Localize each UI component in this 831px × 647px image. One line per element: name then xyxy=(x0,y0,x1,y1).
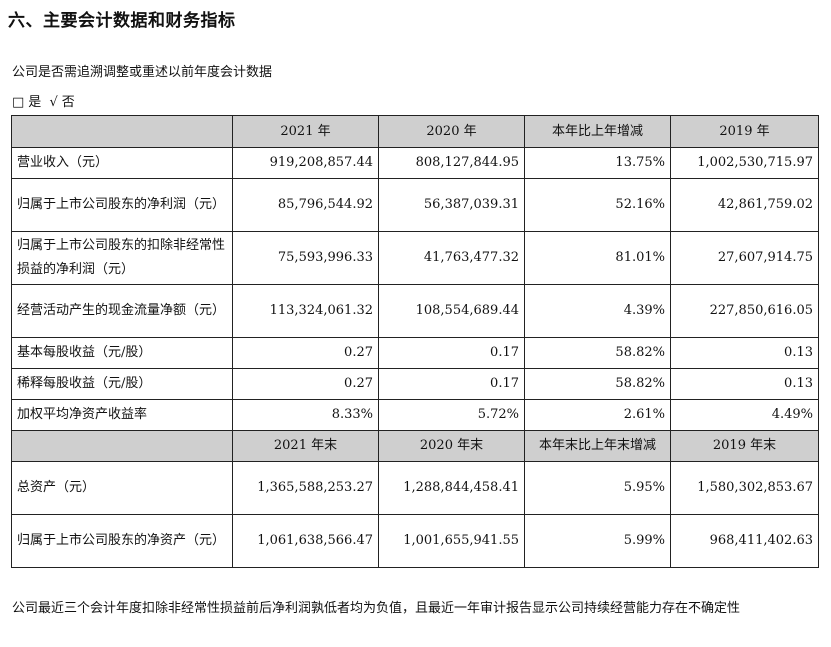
row-label: 基本每股收益（元/股） xyxy=(11,337,233,369)
table-cell: 8.33% xyxy=(232,399,379,431)
table-cell: 58.82% xyxy=(524,368,671,400)
table-cell: 0.27 xyxy=(232,368,379,400)
table-cell: 75,593,996.33 xyxy=(232,231,379,285)
table-row: 加权平均净资产收益率 8.33% 5.72% 2.61% 4.49% xyxy=(11,399,819,431)
table-cell: 85,796,544.92 xyxy=(232,178,379,232)
table-cell: 5.95% xyxy=(524,461,671,515)
table-row: 营业收入（元） 919,208,857.44 808,127,844.95 13.75… xyxy=(11,147,819,179)
column-header: 2019 年末 xyxy=(670,430,819,462)
column-header xyxy=(11,430,233,462)
table-cell: 919,208,857.44 xyxy=(232,147,379,179)
table-row: 归属于上市公司股东的净资产（元） 1,061,638,566.47 1,001,65… xyxy=(11,514,819,568)
column-header: 本年比上年增减 xyxy=(524,115,671,148)
table-cell: 81.01% xyxy=(524,231,671,285)
option-yes-label: 是 xyxy=(28,95,42,110)
table-cell: 108,554,689.44 xyxy=(378,284,525,338)
table-row: 归属于上市公司股东的扣除非经常性损益的净利润（元） 75,593,996.33 41… xyxy=(11,231,819,285)
table-row: 经营活动产生的现金流量净额（元） 113,324,061.32 108,554,68… xyxy=(11,284,819,338)
table-cell: 13.75% xyxy=(524,147,671,179)
row-label: 营业收入（元） xyxy=(11,147,233,179)
column-header: 2021 年末 xyxy=(232,430,379,462)
table-cell: 113,324,061.32 xyxy=(232,284,379,338)
table-cell: 1,061,638,566.47 xyxy=(232,514,379,568)
table-cell: 1,288,844,458.41 xyxy=(378,461,525,515)
restate-options: □ 是 √ 否 xyxy=(12,91,79,110)
row-label: 归属于上市公司股东的扣除非经常性损益的净利润（元） xyxy=(11,231,233,285)
column-header: 2020 年末 xyxy=(378,430,525,462)
table-cell: 0.27 xyxy=(232,337,379,369)
table-row: 稀释每股收益（元/股） 0.27 0.17 58.82% 0.13 xyxy=(11,368,819,400)
table-row: 总资产（元） 1,365,588,253.27 1,288,844,458.41 5.… xyxy=(11,461,819,515)
table-cell: 1,002,530,715.97 xyxy=(670,147,819,179)
row-label: 归属于上市公司股东的净资产（元） xyxy=(11,514,233,568)
table-cell: 1,365,588,253.27 xyxy=(232,461,379,515)
table-cell: 56,387,039.31 xyxy=(378,178,525,232)
checkmark-icon: √ xyxy=(49,95,58,110)
table-cell: 52.16% xyxy=(524,178,671,232)
table-row: 归属于上市公司股东的净利润（元） 85,796,544.92 56,387,039.… xyxy=(11,178,819,232)
table-cell: 5.72% xyxy=(378,399,525,431)
table-row: 基本每股收益（元/股） 0.27 0.17 58.82% 0.13 xyxy=(11,337,819,369)
table-cell: 4.49% xyxy=(670,399,819,431)
table-cell: 0.13 xyxy=(670,368,819,400)
footer-note: 公司最近三个会计年度扣除非经常性损益前后净利润孰低者均为负值，且最近一年审计报告… xyxy=(12,601,741,616)
column-header xyxy=(11,115,233,148)
table-cell: 42,861,759.02 xyxy=(670,178,819,232)
checkbox-empty-icon: □ xyxy=(12,95,25,110)
row-label: 总资产（元） xyxy=(11,461,233,515)
table-cell: 5.99% xyxy=(524,514,671,568)
row-label: 归属于上市公司股东的净利润（元） xyxy=(11,178,233,232)
table-cell: 4.39% xyxy=(524,284,671,338)
table-cell: 27,607,914.75 xyxy=(670,231,819,285)
row-label: 经营活动产生的现金流量净额（元） xyxy=(11,284,233,338)
column-header: 本年末比上年末增减 xyxy=(524,430,671,462)
column-header: 2019 年 xyxy=(670,115,819,148)
table-cell: 227,850,616.05 xyxy=(670,284,819,338)
section-heading: 六、主要会计数据和财务指标 xyxy=(8,11,236,31)
column-header: 2020 年 xyxy=(378,115,525,148)
row-label: 加权平均净资产收益率 xyxy=(11,399,233,431)
row-label: 稀释每股收益（元/股） xyxy=(11,368,233,400)
financial-indicators-table: 2021 年 2020 年本年比上年增减 2019 年营业收入（元） 919,208,… xyxy=(11,115,819,568)
table-cell: 968,411,402.63 xyxy=(670,514,819,568)
table-cell: 1,580,302,853.67 xyxy=(670,461,819,515)
table-header-row: 2021 年末 2020 年末 本年末比上年末增减 2019 年末 xyxy=(11,430,819,462)
table-cell: 0.17 xyxy=(378,368,525,400)
table-cell: 1,001,655,941.55 xyxy=(378,514,525,568)
column-header: 2021 年 xyxy=(232,115,379,148)
table-cell: 0.13 xyxy=(670,337,819,369)
table-cell: 41,763,477.32 xyxy=(378,231,525,285)
option-no-label: 否 xyxy=(61,95,75,110)
table-header-row: 2021 年 2020 年本年比上年增减 2019 年 xyxy=(11,115,819,148)
table-cell: 808,127,844.95 xyxy=(378,147,525,179)
table-cell: 0.17 xyxy=(378,337,525,369)
table-cell: 2.61% xyxy=(524,399,671,431)
table-cell: 58.82% xyxy=(524,337,671,369)
restate-question: 公司是否需追溯调整或重述以前年度会计数据 xyxy=(12,65,273,80)
